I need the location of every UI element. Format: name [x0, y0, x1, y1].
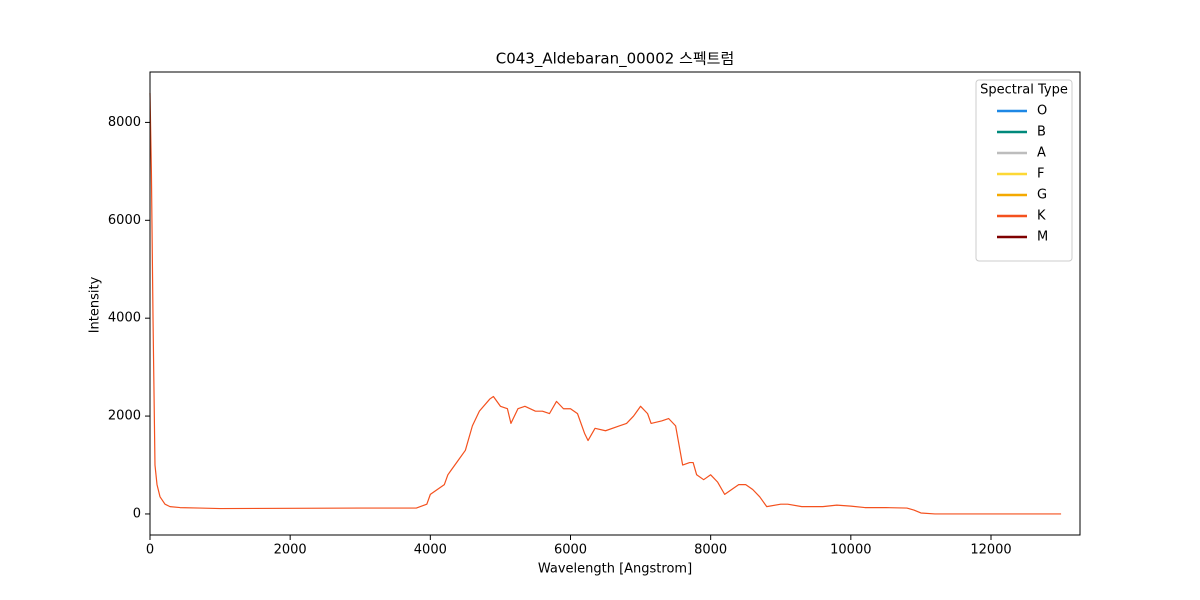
x-tick-label: 12000 — [970, 543, 1011, 558]
y-tick-label: 4000 — [108, 311, 141, 326]
x-tick-label: 0 — [146, 543, 154, 558]
y-axis-label: Intensity — [88, 276, 103, 333]
x-axis-label: Wavelength [Angstrom] — [538, 562, 692, 577]
legend-label: K — [1037, 209, 1046, 224]
x-tick-label: 2000 — [274, 543, 307, 558]
legend-label: A — [1037, 146, 1046, 161]
y-tick-label: 6000 — [108, 213, 141, 228]
legend-label: M — [1037, 230, 1048, 245]
series-line — [149, 93, 1062, 515]
legend-label: G — [1037, 188, 1047, 203]
legend-label: O — [1037, 104, 1047, 119]
y-tick-label: 8000 — [108, 115, 141, 130]
legend-label: F — [1037, 167, 1044, 182]
chart-title: C043_Aldebaran_00002 스펙트럼 — [496, 50, 735, 69]
x-tick-label: 6000 — [554, 543, 587, 558]
y-tick-label: 2000 — [108, 409, 141, 424]
legend-label: B — [1037, 125, 1046, 140]
legend-box — [975, 79, 1073, 262]
y-tick-label: 0 — [133, 506, 141, 521]
plot-frame — [149, 71, 1081, 536]
legend-title: Spectral Type — [980, 83, 1068, 98]
x-tick-label: 8000 — [694, 543, 727, 558]
x-tick-label: 4000 — [414, 543, 447, 558]
x-tick-label: 10000 — [830, 543, 871, 558]
